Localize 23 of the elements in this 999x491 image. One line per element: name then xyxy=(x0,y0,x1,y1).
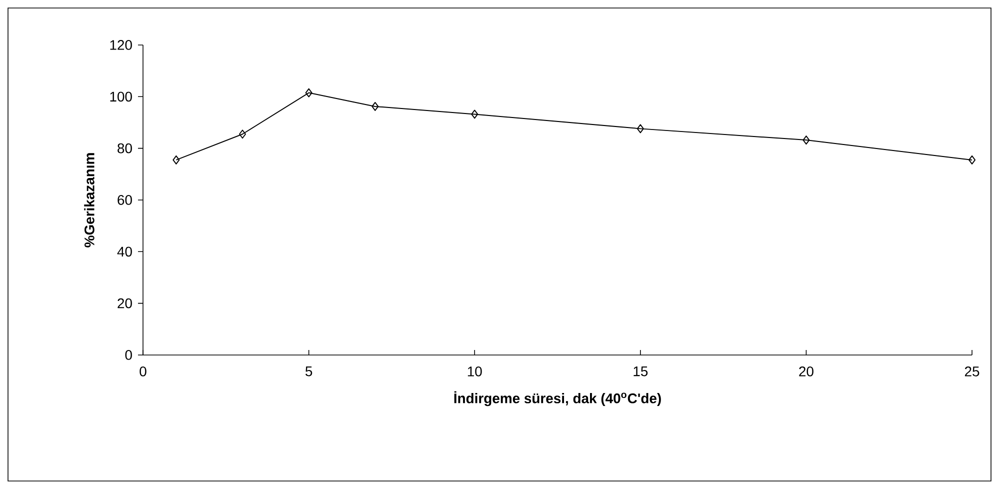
y-tick-label: 0 xyxy=(125,350,132,360)
point xyxy=(238,130,246,139)
point xyxy=(305,88,312,98)
y-tick-label: 80 xyxy=(118,143,132,154)
point xyxy=(471,110,478,119)
y-tick-label: 40 xyxy=(117,246,132,257)
y-tick-label: 100 xyxy=(110,92,132,102)
y-tick-label: 20 xyxy=(118,298,132,308)
point xyxy=(968,155,976,164)
x-tick-label: 10 xyxy=(468,366,482,376)
y-tick-label: 120 xyxy=(110,40,132,50)
y-axis-title: %Gerikazanım xyxy=(84,153,94,248)
point xyxy=(372,102,379,111)
y-tick-label: 60 xyxy=(118,195,132,205)
x-tick-label: 5 xyxy=(305,366,312,376)
x-tick-label: 0 xyxy=(140,366,146,376)
point xyxy=(172,155,180,164)
point xyxy=(636,124,644,134)
x-axis-title: İndirgeme süresi, dak (40$^{o}$C'de) xyxy=(454,391,661,406)
point xyxy=(802,136,810,145)
x-tick-label: 15 xyxy=(634,366,648,376)
x-tick-label: 25 xyxy=(964,366,980,376)
x-tick-label: 20 xyxy=(799,366,814,376)
